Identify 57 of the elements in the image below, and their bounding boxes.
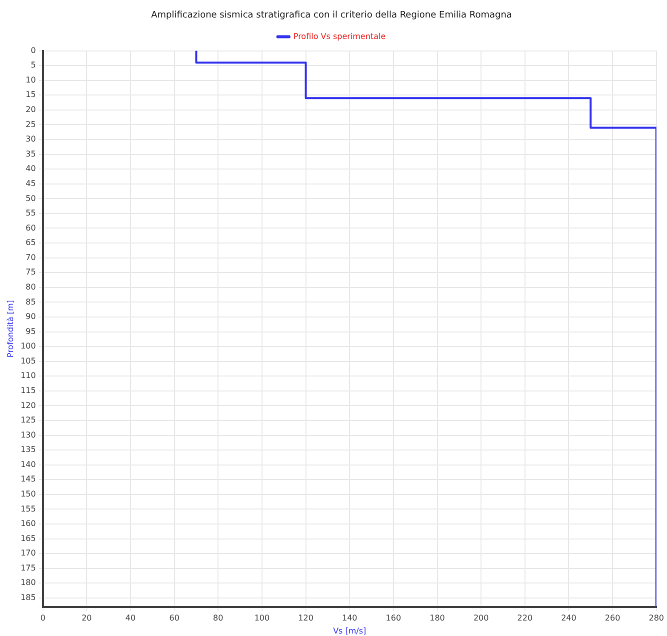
y-tick-label: 160 <box>20 519 36 528</box>
y-tick-label: 10 <box>26 75 36 84</box>
y-tick-label: 25 <box>26 120 36 129</box>
chart-title: Amplificazione sismica stratigrafica con il criterio della Regione Emilia Romagna <box>151 10 512 21</box>
y-tick-label: 90 <box>26 312 36 322</box>
y-tick-label: 35 <box>26 149 36 158</box>
y-tick-label: 20 <box>26 105 36 114</box>
y-tick-label: 105 <box>20 356 36 366</box>
legend-label: Profilo Vs sperimentale <box>293 32 386 41</box>
y-tick-label: 125 <box>20 416 36 425</box>
x-tick-label: 220 <box>517 614 533 623</box>
y-tick-label: 130 <box>20 430 36 440</box>
y-tick-label: 15 <box>26 90 36 100</box>
y-tick-label: 70 <box>26 252 36 262</box>
x-tick-label: 180 <box>430 614 445 623</box>
y-tick-label: 75 <box>26 268 36 277</box>
x-tick-label: 20 <box>82 614 92 623</box>
x-tick-label: 100 <box>254 614 270 623</box>
y-tick-label: 50 <box>26 194 36 203</box>
y-tick-label: 60 <box>26 223 36 232</box>
y-tick-label: 100 <box>20 342 36 351</box>
y-tick-label: 65 <box>26 238 36 248</box>
x-tick-label: 120 <box>298 614 314 623</box>
y-axis-title: Profondità [m] <box>6 300 15 358</box>
y-tick-label: 165 <box>20 534 36 543</box>
y-tick-label: 185 <box>20 593 36 602</box>
y-tick-label: 170 <box>20 548 36 558</box>
y-tick-label: 140 <box>20 460 36 469</box>
x-tick-label: 240 <box>561 614 576 623</box>
y-tick-label: 110 <box>20 371 36 380</box>
y-tick-label: 155 <box>20 504 36 514</box>
y-tick-label: 85 <box>26 297 36 306</box>
y-tick-label: 0 <box>30 46 36 55</box>
x-tick-label: 140 <box>342 614 358 623</box>
y-tick-label: 115 <box>20 386 36 395</box>
y-tick-label: 145 <box>20 474 36 484</box>
x-axis-title: Vs [m/s] <box>333 626 366 636</box>
y-tick-label: 150 <box>20 489 36 498</box>
x-tick-label: 60 <box>169 614 180 623</box>
y-tick-label: 180 <box>20 578 36 588</box>
x-tick-label: 160 <box>386 614 402 623</box>
y-tick-label: 5 <box>30 60 36 70</box>
y-tick-label: 135 <box>20 445 36 454</box>
y-tick-label: 175 <box>20 563 36 572</box>
x-tick-label: 280 <box>648 614 664 623</box>
y-tick-label: 120 <box>20 400 36 410</box>
y-tick-label: 30 <box>26 134 36 144</box>
y-tick-label: 95 <box>26 326 36 336</box>
y-tick-label: 80 <box>26 282 36 292</box>
y-tick-label: 40 <box>26 164 36 174</box>
x-tick-label: 0 <box>40 614 46 623</box>
x-tick-label: 200 <box>473 614 489 623</box>
x-tick-label: 260 <box>604 614 620 623</box>
x-tick-label: 80 <box>213 614 224 623</box>
x-tick-label: 40 <box>125 614 136 623</box>
y-tick-label: 45 <box>26 178 36 188</box>
y-tick-label: 55 <box>26 208 36 218</box>
